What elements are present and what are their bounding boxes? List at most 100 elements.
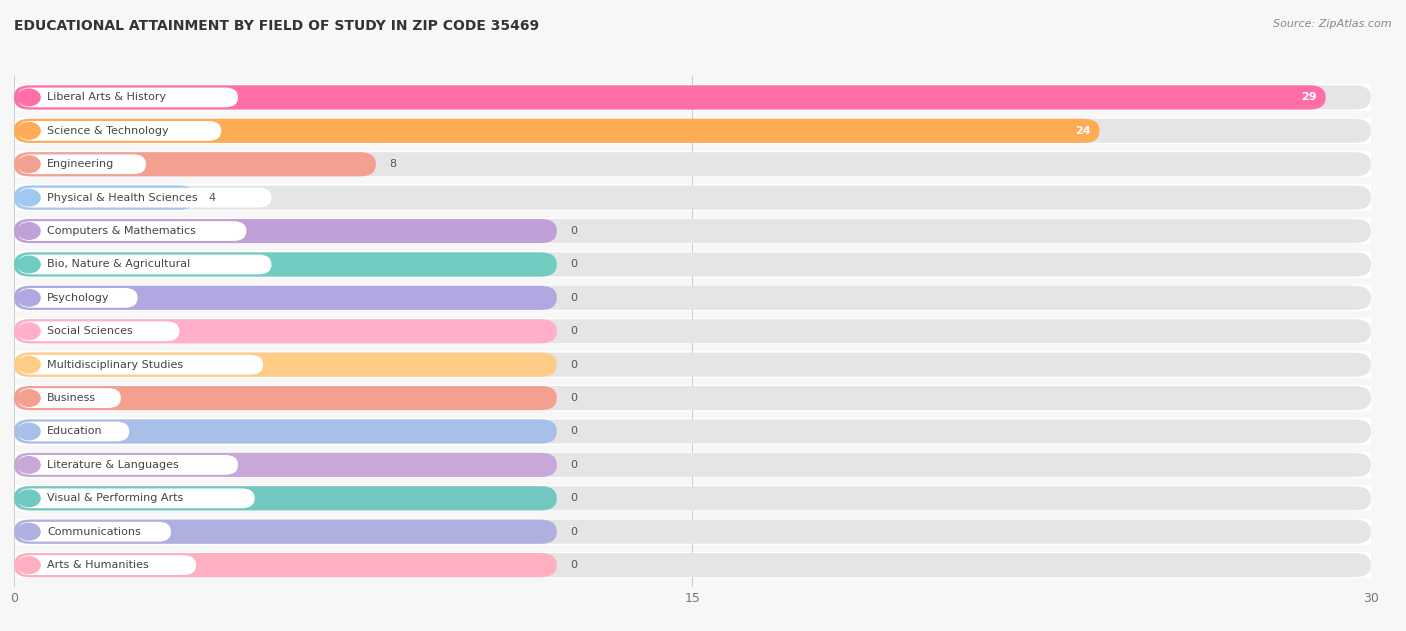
Circle shape bbox=[18, 323, 41, 339]
FancyBboxPatch shape bbox=[14, 85, 1371, 109]
FancyBboxPatch shape bbox=[18, 455, 238, 475]
FancyBboxPatch shape bbox=[14, 553, 557, 577]
Text: Literature & Languages: Literature & Languages bbox=[46, 460, 179, 470]
FancyBboxPatch shape bbox=[14, 386, 557, 410]
Circle shape bbox=[18, 256, 41, 273]
FancyBboxPatch shape bbox=[14, 485, 1371, 512]
FancyBboxPatch shape bbox=[14, 286, 557, 310]
FancyBboxPatch shape bbox=[14, 184, 1371, 211]
Circle shape bbox=[18, 457, 41, 473]
FancyBboxPatch shape bbox=[14, 285, 1371, 311]
FancyBboxPatch shape bbox=[18, 522, 172, 541]
Text: 0: 0 bbox=[571, 226, 578, 236]
FancyBboxPatch shape bbox=[14, 453, 1371, 477]
FancyBboxPatch shape bbox=[18, 555, 195, 575]
FancyBboxPatch shape bbox=[14, 353, 1371, 377]
FancyBboxPatch shape bbox=[18, 188, 271, 208]
FancyBboxPatch shape bbox=[18, 254, 271, 274]
Text: 29: 29 bbox=[1301, 92, 1316, 102]
FancyBboxPatch shape bbox=[14, 151, 1371, 177]
Text: Education: Education bbox=[46, 427, 103, 437]
Circle shape bbox=[18, 357, 41, 373]
FancyBboxPatch shape bbox=[14, 385, 1371, 411]
Circle shape bbox=[18, 189, 41, 206]
Circle shape bbox=[18, 524, 41, 540]
FancyBboxPatch shape bbox=[14, 219, 557, 243]
Text: Visual & Performing Arts: Visual & Performing Arts bbox=[46, 493, 183, 504]
FancyBboxPatch shape bbox=[18, 88, 238, 107]
FancyBboxPatch shape bbox=[14, 219, 557, 243]
Text: 0: 0 bbox=[571, 460, 578, 470]
Text: 0: 0 bbox=[571, 493, 578, 504]
FancyBboxPatch shape bbox=[14, 251, 1371, 278]
FancyBboxPatch shape bbox=[18, 288, 138, 308]
FancyBboxPatch shape bbox=[14, 117, 1371, 144]
Circle shape bbox=[18, 223, 41, 239]
Circle shape bbox=[18, 89, 41, 106]
FancyBboxPatch shape bbox=[14, 85, 1371, 110]
Text: 0: 0 bbox=[571, 360, 578, 370]
FancyBboxPatch shape bbox=[14, 420, 557, 444]
FancyBboxPatch shape bbox=[14, 319, 557, 343]
FancyBboxPatch shape bbox=[18, 221, 246, 241]
Text: Social Sciences: Social Sciences bbox=[46, 326, 132, 336]
Text: 0: 0 bbox=[571, 393, 578, 403]
FancyBboxPatch shape bbox=[14, 520, 557, 544]
FancyBboxPatch shape bbox=[14, 252, 557, 276]
FancyBboxPatch shape bbox=[14, 218, 1371, 244]
Text: 0: 0 bbox=[571, 427, 578, 437]
FancyBboxPatch shape bbox=[14, 252, 1371, 276]
Text: Physical & Health Sciences: Physical & Health Sciences bbox=[46, 192, 197, 203]
Text: Science & Technology: Science & Technology bbox=[46, 126, 169, 136]
FancyBboxPatch shape bbox=[18, 355, 263, 375]
Text: Communications: Communications bbox=[46, 527, 141, 537]
FancyBboxPatch shape bbox=[14, 286, 557, 310]
FancyBboxPatch shape bbox=[14, 487, 557, 510]
Circle shape bbox=[18, 557, 41, 574]
FancyBboxPatch shape bbox=[18, 121, 221, 141]
Text: Bio, Nature & Agricultural: Bio, Nature & Agricultural bbox=[46, 259, 190, 269]
FancyBboxPatch shape bbox=[14, 119, 1099, 143]
Circle shape bbox=[18, 423, 41, 440]
Circle shape bbox=[18, 122, 41, 139]
FancyBboxPatch shape bbox=[14, 552, 1371, 579]
Text: 24: 24 bbox=[1074, 126, 1091, 136]
FancyBboxPatch shape bbox=[14, 319, 1371, 343]
Text: Psychology: Psychology bbox=[46, 293, 110, 303]
Text: Multidisciplinary Studies: Multidisciplinary Studies bbox=[46, 360, 183, 370]
FancyBboxPatch shape bbox=[14, 186, 1371, 209]
FancyBboxPatch shape bbox=[14, 186, 195, 209]
FancyBboxPatch shape bbox=[14, 319, 557, 343]
FancyBboxPatch shape bbox=[14, 119, 1099, 143]
FancyBboxPatch shape bbox=[14, 453, 557, 477]
Text: 0: 0 bbox=[571, 293, 578, 303]
Text: EDUCATIONAL ATTAINMENT BY FIELD OF STUDY IN ZIP CODE 35469: EDUCATIONAL ATTAINMENT BY FIELD OF STUDY… bbox=[14, 19, 538, 33]
FancyBboxPatch shape bbox=[14, 119, 1371, 143]
FancyBboxPatch shape bbox=[14, 152, 375, 176]
FancyBboxPatch shape bbox=[14, 418, 1371, 445]
FancyBboxPatch shape bbox=[18, 388, 121, 408]
FancyBboxPatch shape bbox=[14, 420, 557, 444]
Text: 4: 4 bbox=[208, 192, 215, 203]
FancyBboxPatch shape bbox=[14, 553, 1371, 577]
FancyBboxPatch shape bbox=[14, 487, 1371, 510]
FancyBboxPatch shape bbox=[14, 353, 557, 377]
Text: 8: 8 bbox=[389, 159, 396, 169]
Circle shape bbox=[18, 290, 41, 306]
FancyBboxPatch shape bbox=[14, 386, 557, 410]
FancyBboxPatch shape bbox=[14, 286, 1371, 310]
Text: 0: 0 bbox=[571, 259, 578, 269]
FancyBboxPatch shape bbox=[14, 519, 1371, 545]
FancyBboxPatch shape bbox=[14, 186, 195, 209]
FancyBboxPatch shape bbox=[14, 386, 1371, 410]
FancyBboxPatch shape bbox=[14, 452, 1371, 478]
FancyBboxPatch shape bbox=[14, 520, 1371, 544]
Text: 0: 0 bbox=[571, 527, 578, 537]
Text: Source: ZipAtlas.com: Source: ZipAtlas.com bbox=[1274, 19, 1392, 29]
FancyBboxPatch shape bbox=[14, 318, 1371, 345]
FancyBboxPatch shape bbox=[14, 351, 1371, 378]
Text: 0: 0 bbox=[571, 560, 578, 570]
FancyBboxPatch shape bbox=[14, 252, 557, 276]
FancyBboxPatch shape bbox=[14, 520, 557, 544]
FancyBboxPatch shape bbox=[14, 152, 1371, 176]
